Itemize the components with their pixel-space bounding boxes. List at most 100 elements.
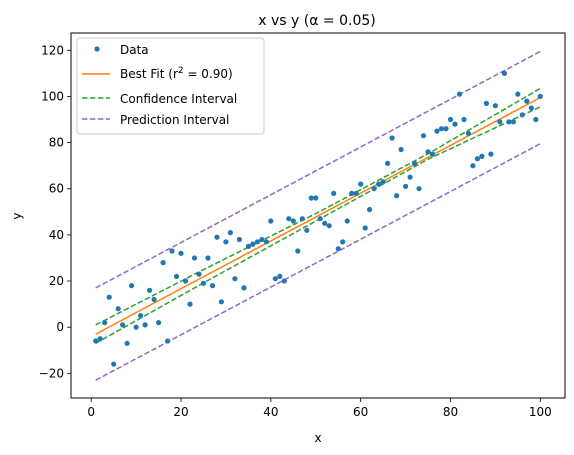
legend-label-best-fit-sup: 2 [178, 66, 184, 76]
legend-label-confidence: Confidence Interval [120, 92, 237, 106]
data-point [452, 121, 458, 127]
data-point [102, 320, 108, 326]
data-point [524, 98, 530, 104]
data-point [438, 126, 445, 132]
data-point [367, 206, 373, 213]
data-point [461, 116, 467, 123]
data-point [263, 239, 269, 245]
data-point [281, 278, 287, 284]
data-point [358, 181, 364, 187]
data-point [196, 271, 202, 277]
data-point [223, 239, 229, 245]
data-point [250, 241, 256, 247]
data-point [497, 119, 503, 125]
data-point [178, 250, 184, 256]
data-point [218, 299, 224, 305]
data-point [533, 116, 539, 123]
data-point [147, 287, 153, 293]
legend-label-best-fit-after: = 0.90) [184, 67, 233, 81]
data-point [407, 174, 413, 180]
data-point [389, 135, 395, 141]
data-point [317, 216, 323, 222]
data-point [169, 248, 175, 254]
data-point [272, 276, 278, 282]
data-point [241, 285, 247, 291]
data-point [528, 105, 534, 111]
data-point [133, 324, 139, 330]
x-tick-label: 60 [353, 405, 368, 419]
y-tick-label: 80 [49, 136, 64, 150]
legend-label-best-fit-text: Best Fit (r [120, 67, 178, 81]
data-point [115, 306, 121, 312]
data-point [106, 294, 112, 300]
y-axis: −20 0 20 40 60 80 100 120 [39, 43, 71, 380]
data-point [205, 255, 211, 261]
data-point [416, 186, 422, 192]
x-axis: 0 20 40 60 80 100 [87, 398, 552, 419]
data-point [232, 276, 238, 282]
data-point [236, 236, 242, 243]
legend-label-best-fit: Best Fit (r2 = 0.90) [120, 66, 233, 81]
y-tick-label: 120 [41, 43, 64, 57]
x-axis-title: x [314, 431, 321, 445]
data-point [470, 163, 476, 169]
data-point [420, 133, 427, 139]
data-point [160, 260, 166, 266]
data-point [138, 313, 144, 319]
data-point [349, 190, 355, 196]
legend-label-data: Data [120, 43, 149, 57]
data-point [277, 273, 283, 279]
data-point [479, 153, 485, 159]
data-point [173, 273, 180, 279]
data-point [429, 151, 436, 157]
data-point [227, 230, 233, 236]
data-point [376, 181, 382, 187]
data-point [380, 179, 386, 185]
data-point [295, 248, 301, 254]
y-tick-label: 20 [49, 274, 64, 288]
data-point [474, 156, 480, 162]
data-point [443, 126, 449, 132]
best-fit-line [95, 96, 541, 335]
data-point [209, 283, 216, 289]
data-point [465, 130, 471, 136]
x-tick-label: 100 [529, 405, 552, 419]
data-point [254, 239, 260, 245]
data-point [299, 216, 305, 222]
data-point [501, 70, 507, 76]
data-point [97, 336, 103, 342]
data-point [353, 190, 359, 196]
data-point [304, 227, 310, 233]
data-point [124, 340, 130, 346]
data-point [308, 195, 314, 201]
y-tick-label: −20 [39, 366, 64, 380]
data-point [398, 146, 404, 153]
legend-marker-data [94, 46, 100, 52]
data-point [290, 218, 296, 224]
x-tick-label: 0 [87, 405, 95, 419]
data-point [371, 186, 377, 192]
x-tick-label: 80 [443, 405, 458, 419]
data-point [151, 296, 157, 303]
data-point [142, 322, 148, 328]
data-point [483, 100, 489, 106]
data-point [412, 160, 418, 166]
data-point [537, 93, 543, 99]
y-tick-label: 0 [56, 320, 64, 334]
data-point [111, 361, 117, 367]
data-point [335, 246, 341, 252]
data-point [191, 255, 198, 261]
data-point [259, 236, 265, 243]
plot-area [93, 50, 543, 381]
data-point [425, 149, 431, 155]
legend-box [76, 37, 265, 135]
confidence-interval-upper-line [95, 87, 541, 326]
data-point [447, 116, 454, 123]
data-point [456, 91, 463, 97]
data-point [394, 193, 400, 199]
data-point [165, 338, 171, 344]
legend: Data Best Fit (r2 = 0.90) Confidence Int… [76, 37, 265, 135]
data-point [331, 190, 337, 196]
data-point [344, 218, 350, 224]
